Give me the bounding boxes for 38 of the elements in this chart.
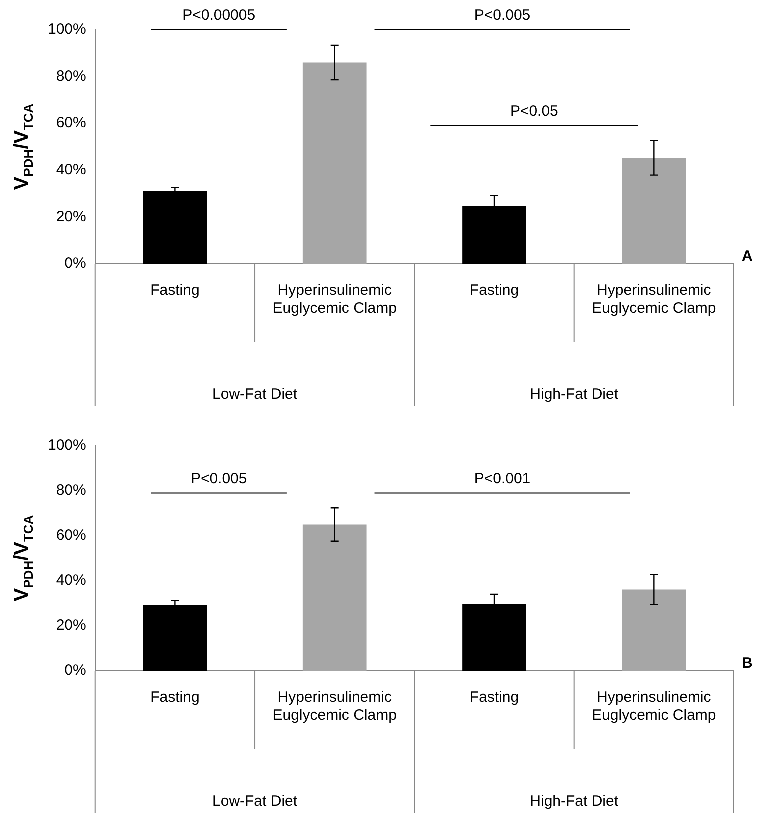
y-tick-label: 100% bbox=[48, 21, 86, 38]
x-tick-label: Hyperinsulinemic Euglycemic Clamp bbox=[272, 282, 397, 318]
text: P<0.00005 bbox=[182, 7, 256, 24]
y-tick-label: 60% bbox=[56, 527, 86, 544]
x-tick-label: Hyperinsulinemic Euglycemic Clamp bbox=[592, 282, 716, 318]
text: P<0.005 bbox=[474, 7, 531, 24]
x-tick-label: Fasting bbox=[470, 689, 520, 706]
x-tick-label: Fasting bbox=[150, 282, 200, 300]
y-tick-label: 100% bbox=[48, 437, 86, 454]
bar bbox=[143, 191, 208, 264]
y-axis-title: VPDH/VTCA bbox=[11, 103, 36, 190]
bar bbox=[622, 158, 686, 264]
x-tick-label: Fasting bbox=[150, 689, 200, 706]
bar bbox=[622, 590, 686, 671]
text: Low-Fat Diet bbox=[212, 793, 298, 810]
y-tick-label: 20% bbox=[56, 617, 86, 634]
text: High-Fat Diet bbox=[530, 793, 620, 810]
y-tick-label: 40% bbox=[56, 572, 86, 590]
annotation: P<0.005 bbox=[190, 470, 248, 488]
annotation: P<0.05 bbox=[510, 102, 558, 120]
annotation: P<0.001 bbox=[474, 470, 531, 488]
y-tick-label: 0% bbox=[64, 255, 86, 272]
x-tick-label: Hyperinsulinemic Euglycemic Clamp bbox=[272, 689, 397, 724]
text: High-Fat Diet bbox=[530, 386, 620, 403]
text: A bbox=[742, 248, 753, 265]
bar bbox=[302, 62, 367, 264]
y-tick-label: 80% bbox=[56, 68, 86, 85]
y-axis-title: VPDH/VTCA bbox=[11, 514, 36, 602]
bar bbox=[302, 524, 367, 671]
text: Low-Fat Diet bbox=[212, 386, 298, 403]
y-tick-label: 80% bbox=[56, 482, 86, 500]
y-tick-label: 60% bbox=[56, 114, 86, 132]
y-tick-label: 40% bbox=[56, 162, 86, 179]
x-tick-label: Fasting bbox=[470, 282, 520, 300]
y-tick-label: 0% bbox=[64, 662, 86, 680]
x-tick-label: Hyperinsulinemic Euglycemic Clamp bbox=[592, 689, 716, 724]
text: B bbox=[742, 655, 753, 672]
y-tick-label: 20% bbox=[56, 208, 86, 226]
